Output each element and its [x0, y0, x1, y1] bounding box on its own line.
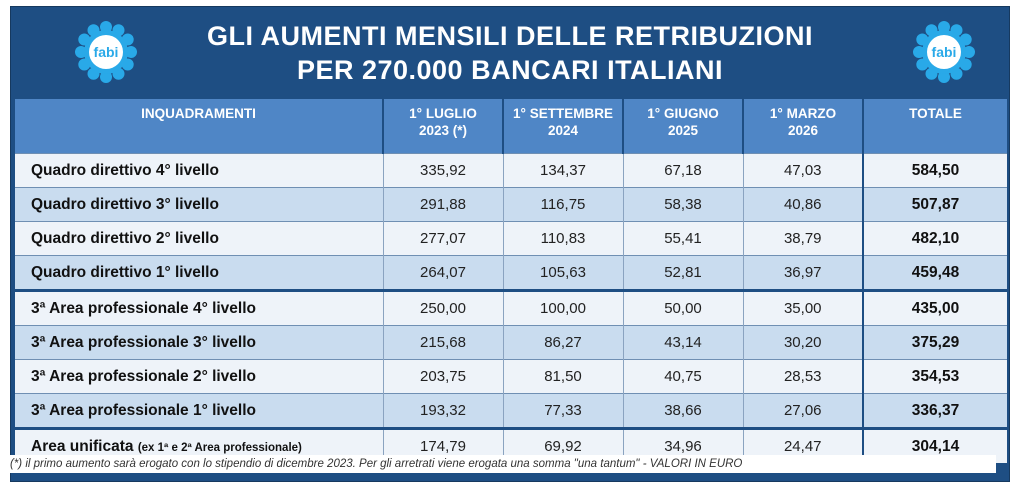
header: fabi GLI AUMENTI MENSILI DELLE RETRIBUZI…: [11, 7, 1009, 97]
cell-value: 30,20: [742, 325, 863, 360]
table-header-row: INQUADRAMENTI 1° LUGLIO 2023 (*) 1° SETTE…: [15, 99, 1007, 154]
cell-value: 134,37: [502, 153, 623, 188]
cell-value: 38,66: [622, 393, 743, 429]
row-label: Quadro direttivo 2° livello: [15, 221, 383, 256]
row-label: Quadro direttivo 3° livello: [15, 187, 383, 222]
row-label: Quadro direttivo 1° livello: [15, 255, 383, 291]
svg-text:fabi: fabi: [932, 44, 957, 60]
cell-value: 40,75: [622, 359, 743, 394]
cell-value: 277,07: [382, 221, 503, 256]
cell-value: 193,32: [382, 393, 503, 429]
cell-value: 100,00: [502, 289, 623, 326]
cell-total: 435,00: [862, 289, 1007, 326]
title-line-2: PER 270.000 BANCARI ITALIANI: [296, 55, 724, 85]
cell-value: 264,07: [382, 255, 503, 291]
cell-value: 291,88: [382, 187, 503, 222]
column-header: TOTALE: [862, 99, 1007, 154]
cell-value: 203,75: [382, 359, 503, 394]
cell-value: 335,92: [382, 153, 503, 188]
cell-value: 110,83: [502, 221, 623, 256]
table-row: Quadro direttivo 1° livello 264,07 105,6…: [15, 255, 1007, 291]
footnote: (*) il primo aumento sarà erogato con lo…: [6, 455, 996, 473]
column-header: 1° MARZO 2026: [742, 99, 863, 154]
cell-value: 55,41: [622, 221, 743, 256]
row-label: Quadro direttivo 4° livello: [15, 153, 383, 188]
table-row: 3ª Area professionale 2° livello 203,75 …: [15, 359, 1007, 394]
table-row: Quadro direttivo 2° livello 277,07 110,8…: [15, 221, 1007, 256]
cell-value: 27,06: [742, 393, 863, 429]
row-label: 3ª Area professionale 2° livello: [15, 359, 383, 394]
cell-value: 250,00: [382, 289, 503, 326]
cell-value: 215,68: [382, 325, 503, 360]
column-header: 1° LUGLIO 2023 (*): [382, 99, 503, 154]
table-row: 3ª Area professionale 1° livello 193,32 …: [15, 393, 1007, 429]
salary-table: INQUADRAMENTI 1° LUGLIO 2023 (*) 1° SETTE…: [15, 99, 1007, 463]
cell-value: 86,27: [502, 325, 623, 360]
row-label: 3ª Area professionale 4° livello: [15, 289, 383, 326]
cell-value: 67,18: [622, 153, 743, 188]
cell-total: 507,87: [862, 187, 1007, 222]
cell-value: 38,79: [742, 221, 863, 256]
cell-total: 375,29: [862, 325, 1007, 360]
row-label-note: (ex 1ª e 2ª Area professionale): [137, 441, 302, 454]
cell-value: 81,50: [502, 359, 623, 394]
table-row: 3ª Area professionale 4° livello 250,00 …: [15, 289, 1007, 326]
cell-total: 459,48: [862, 255, 1007, 291]
cell-total: 482,10: [862, 221, 1007, 256]
row-label: 3ª Area professionale 3° livello: [15, 325, 383, 360]
cell-total: 354,53: [862, 359, 1007, 394]
cell-value: 116,75: [502, 187, 623, 222]
cell-total: 584,50: [862, 153, 1007, 188]
fabi-logo-right: fabi: [913, 21, 975, 83]
svg-text:fabi: fabi: [94, 44, 119, 60]
cell-value: 28,53: [742, 359, 863, 394]
row-label: 3ª Area professionale 1° livello: [15, 393, 383, 429]
cell-value: 35,00: [742, 289, 863, 326]
column-header: 1° SETTEMBRE 2024: [502, 99, 623, 154]
cell-value: 77,33: [502, 393, 623, 429]
fabi-logo-left: fabi: [75, 21, 137, 83]
cell-value: 50,00: [622, 289, 743, 326]
page-title: GLI AUMENTI MENSILI DELLE RETRIBUZIONI P…: [131, 19, 889, 87]
cell-value: 58,38: [622, 187, 743, 222]
cell-value: 47,03: [742, 153, 863, 188]
table-row: Quadro direttivo 4° livello 335,92 134,3…: [15, 153, 1007, 188]
column-header: 1° GIUGNO 2025: [622, 99, 743, 154]
column-header: INQUADRAMENTI: [15, 99, 383, 154]
cell-total: 336,37: [862, 393, 1007, 429]
cell-value: 105,63: [502, 255, 623, 291]
title-line-1: GLI AUMENTI MENSILI DELLE RETRIBUZIONI: [207, 21, 813, 51]
cell-value: 40,86: [742, 187, 863, 222]
table-row: Quadro direttivo 3° livello 291,88 116,7…: [15, 187, 1007, 222]
infographic-frame: fabi GLI AUMENTI MENSILI DELLE RETRIBUZI…: [10, 6, 1010, 482]
cell-value: 43,14: [622, 325, 743, 360]
table-row: 3ª Area professionale 3° livello 215,68 …: [15, 325, 1007, 360]
cell-value: 52,81: [622, 255, 743, 291]
cell-value: 36,97: [742, 255, 863, 291]
